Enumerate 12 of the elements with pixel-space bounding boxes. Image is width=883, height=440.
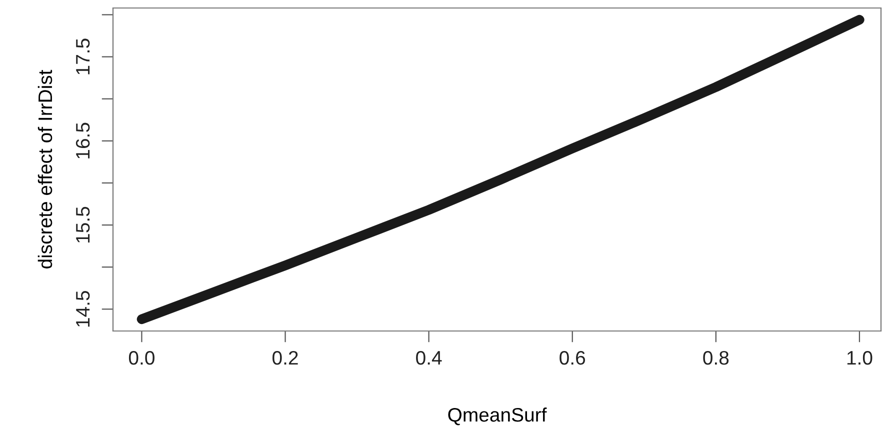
x-tick-label: 0.8: [703, 350, 729, 365]
y-tick-label: 14.5: [76, 291, 90, 327]
x-tick-label: 1.0: [847, 350, 872, 365]
x-tick-label: 0.2: [272, 350, 298, 365]
y-tick-label: 17.5: [76, 38, 90, 74]
y-tick-label: 15.5: [76, 206, 90, 242]
y-tick-label: 16.5: [76, 122, 90, 158]
x-tick-label: 0.0: [128, 350, 154, 365]
y-axis-title: discrete effect of IrrDist: [38, 70, 52, 268]
x-tick-label: 0.4: [416, 350, 442, 365]
x-tick-label: 0.6: [560, 350, 586, 365]
x-axis-title: QmeanSurf: [448, 407, 547, 426]
